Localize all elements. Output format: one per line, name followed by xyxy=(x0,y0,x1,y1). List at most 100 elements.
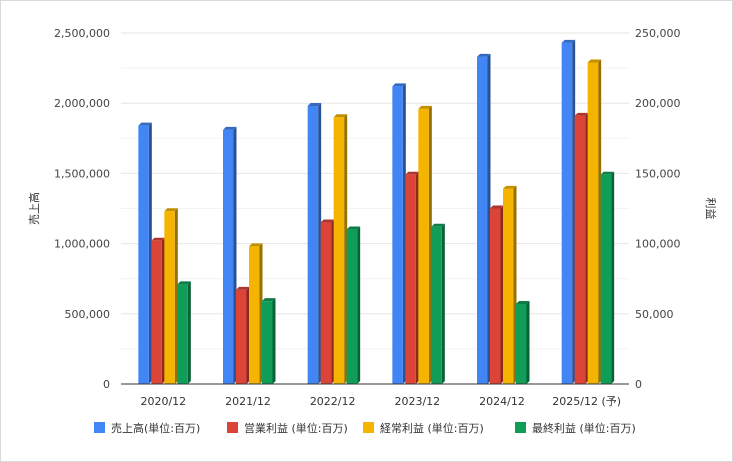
right-tick-label: 100,000 xyxy=(635,238,681,251)
bar-top xyxy=(320,219,335,223)
bar xyxy=(431,223,445,384)
bar xyxy=(600,171,615,384)
bar-side xyxy=(526,300,530,384)
bar-side xyxy=(500,205,504,384)
gridlines xyxy=(121,32,629,350)
bar xyxy=(587,59,602,384)
bar-side xyxy=(415,171,419,384)
bar-front xyxy=(307,106,319,385)
bar-top xyxy=(223,126,237,130)
bar-side xyxy=(174,208,178,384)
bar-front xyxy=(490,208,501,384)
bar-side xyxy=(611,171,615,384)
left-tick-label: 1,000,000 xyxy=(54,238,110,251)
bar-front xyxy=(177,284,188,384)
bar-front xyxy=(405,174,416,384)
bar-top xyxy=(333,114,348,118)
bar-front xyxy=(164,211,175,384)
right-tick-label: 50,000 xyxy=(635,308,674,321)
bar-front xyxy=(418,108,429,384)
legend-item: 売上高(単位:百万) xyxy=(94,421,200,435)
bar-side xyxy=(272,298,276,384)
bar-top xyxy=(307,103,322,107)
right-axis-title: 利益 xyxy=(704,198,718,220)
left-axis-ticks: 0 500,000 1,000,000 1,500,000 2,000,000 2,500… xyxy=(54,27,110,391)
bar-top xyxy=(516,300,530,304)
bar xyxy=(223,126,237,384)
right-axis-ticks: 0 50,000 100,000 150,000 200,000 250,000 xyxy=(635,27,681,391)
bar-top xyxy=(177,281,191,285)
bar-side xyxy=(318,103,322,385)
bar xyxy=(151,237,165,384)
bar-side xyxy=(233,126,237,384)
bar xyxy=(164,208,178,384)
left-tick-label: 2,000,000 xyxy=(54,97,110,110)
bar xyxy=(405,171,419,384)
bar-front xyxy=(477,56,488,384)
bar-side xyxy=(259,243,263,384)
bar-front xyxy=(346,229,358,384)
legend-label: 営業利益 (単位:百万) xyxy=(244,421,348,435)
right-tick-label: 150,000 xyxy=(635,167,681,180)
bar-front xyxy=(151,240,162,384)
bar xyxy=(262,298,276,384)
bar xyxy=(516,300,530,384)
bar-top xyxy=(262,298,276,302)
bar-top xyxy=(164,208,178,212)
bar-side xyxy=(344,114,348,385)
bar-side xyxy=(428,105,432,384)
bar-front xyxy=(249,246,260,384)
bar-side xyxy=(598,59,602,384)
bar-front xyxy=(503,188,514,384)
left-tick-label: 0 xyxy=(103,378,110,391)
left-axis-title: 売上高 xyxy=(27,192,41,225)
bar-side xyxy=(441,223,445,384)
bar-top xyxy=(151,237,165,241)
left-tick-label: 500,000 xyxy=(65,308,111,321)
bar-top xyxy=(490,205,504,209)
legend-label: 最終利益 (単位:百万) xyxy=(532,421,636,435)
bar-side xyxy=(331,219,335,384)
bar-top xyxy=(346,226,361,230)
bar-top xyxy=(418,105,432,109)
bar-side xyxy=(402,83,406,385)
bar xyxy=(561,39,576,384)
bar-side xyxy=(487,53,491,384)
bar-front xyxy=(516,303,527,384)
bar-front xyxy=(392,86,403,385)
legend: 売上高(単位:百万) 営業利益 (単位:百万) 経常利益 (単位:百万) 最終利益 (… xyxy=(94,421,636,435)
bar-top xyxy=(600,171,615,175)
bars xyxy=(138,39,615,385)
bar xyxy=(333,114,348,385)
bar-side xyxy=(513,185,517,384)
legend-swatch xyxy=(363,422,374,433)
bar xyxy=(418,105,432,384)
legend-label: 経常利益 (単位:百万) xyxy=(380,421,484,435)
x-tick-label: 2024/12 xyxy=(479,395,525,408)
legend-label: 売上高(単位:百万) xyxy=(111,421,200,435)
legend-item: 経常利益 (単位:百万) xyxy=(363,421,484,435)
legend-item: 最終利益 (単位:百万) xyxy=(515,421,636,435)
bar-front xyxy=(431,226,442,384)
x-tick-label: 2025/12 (予) xyxy=(552,395,621,408)
bar-side xyxy=(572,39,576,384)
bar xyxy=(346,226,361,384)
bar-front xyxy=(561,42,573,384)
right-tick-label: 250,000 xyxy=(635,27,681,40)
right-tick-label: 200,000 xyxy=(635,97,681,110)
x-tick-label: 2021/12 xyxy=(225,395,271,408)
legend-swatch xyxy=(515,422,526,433)
bar xyxy=(490,205,504,384)
x-tick-label: 2020/12 xyxy=(140,395,186,408)
bar-side xyxy=(187,281,191,384)
x-axis-labels: 2020/12 2021/12 2022/12 2023/12 2024/12 2025/… xyxy=(140,395,621,408)
bar-front xyxy=(223,129,234,384)
bar-top xyxy=(587,59,602,63)
bar-top xyxy=(574,112,589,116)
bar xyxy=(236,286,250,384)
bar-front xyxy=(236,289,247,384)
bar-top xyxy=(477,53,491,57)
bar-top xyxy=(405,171,419,175)
